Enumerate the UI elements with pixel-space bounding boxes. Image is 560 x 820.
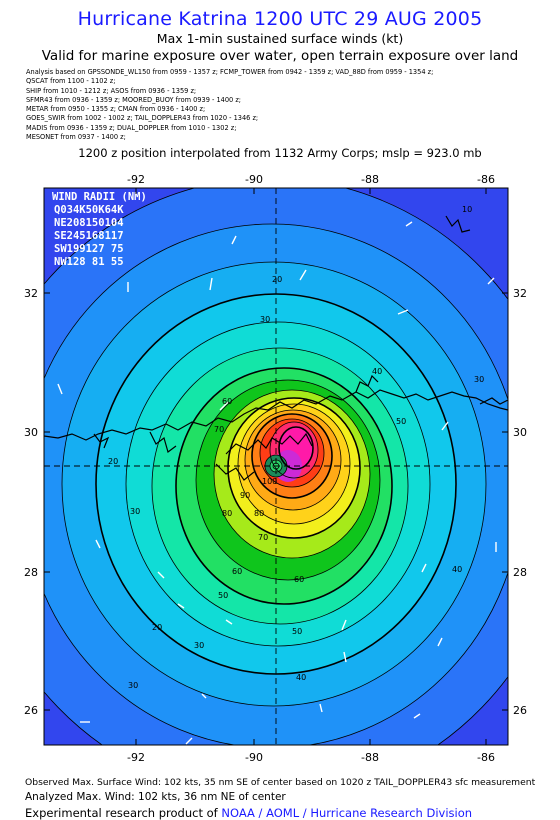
contour-label: 60 [232,567,242,576]
analysis-line: QSCAT from 1100 - 1102 z; [26,77,116,86]
longitude-labels-bottom: -92 -90 -88 -86 [127,751,495,764]
latitude-label: 32 [513,287,527,300]
contour-label: 20 [272,275,282,284]
latitude-label: 32 [24,287,38,300]
longitude-label: -90 [245,173,263,186]
contour-label: 50 [218,591,228,600]
analysis-line: SFMR43 from 0936 - 1359 z; MOORED_BUOY f… [26,95,242,104]
wind-field-map: 10 20 30 40 50 60 70 80 90 100 30 20 30 … [0,168,560,770]
wind-radii-title: WIND RADII (NM) [52,191,147,203]
contour-lines [44,188,508,745]
latitude-label: 30 [513,426,527,439]
wind-radii-row: SE245168117 [54,230,124,242]
wind-barbs [57,221,497,745]
wind-contour-field: 10 20 30 40 50 60 70 80 90 100 30 20 30 … [44,188,508,745]
longitude-label: -86 [477,173,495,186]
contour-label: 30 [194,641,204,650]
map-frame [43,187,509,746]
contour-label: 80 [222,509,232,518]
wind-radii-row: SW199127 75 [54,243,124,255]
analysis-line: MESONET from 0937 - 1400 z; [26,133,126,142]
credit-text: Experimental research product of [25,806,222,820]
contour-label: 80 [254,509,264,518]
latitude-labels-right: 32 30 28 26 [513,287,527,717]
contour-label: 40 [372,367,382,376]
analysis-line: GOES_SWIR from 1002 - 1002 z; TAIL_DOPPL… [26,114,259,123]
contour-label: 60 [294,575,304,584]
longitude-labels-top: -92 -90 -88 -86 [127,173,495,186]
storm-position-note: 1200 z position interpolated from 1132 A… [78,146,482,160]
longitude-label: -88 [361,751,379,764]
contour-label: 70 [214,425,224,434]
page-subtitle: Max 1-min sustained surface winds (kt) [156,31,404,46]
contour-label: 90 [240,491,250,500]
longitude-label: -90 [245,751,263,764]
map-svg: 10 20 30 40 50 60 70 80 90 100 30 20 30 … [24,173,527,764]
analysis-line: Analysis based on GPSSONDE_WL150 from 09… [26,68,434,76]
contour-label: 30 [130,507,140,516]
analysis-line: METAR from 0950 - 1355 z; CMAN from 0936… [26,105,206,114]
latitude-label: 26 [24,704,38,717]
contour-label: 30 [474,375,484,384]
longitude-label: -92 [127,751,145,764]
validity-note: Valid for marine exposure over water, op… [41,48,519,64]
hrd-link[interactable]: NOAA / AOML / Hurricane Research Divisio… [221,806,473,820]
contour-label: 10 [462,205,472,214]
wind-radii-row: NW128 81 55 [54,256,124,268]
axis-ticks [44,188,508,745]
contour-label: 20 [152,623,162,632]
longitude-label: -86 [477,751,495,764]
contour-label: 30 [128,681,138,690]
contour-label: 30 [260,315,270,324]
analysis-line: MADIS from 0936 - 1359 z; DUAL_DOPPLER f… [26,123,237,132]
latitude-label: 30 [24,426,38,439]
longitude-label: -88 [361,173,379,186]
credit-line: Experimental research product of NOAA / … [25,806,472,820]
contour-labels: 10 20 30 40 50 60 70 80 90 100 30 20 30 … [108,205,484,690]
contour-label: 60 [222,397,232,406]
analysis-line: SHIP from 1010 - 1212 z; ASOS from 0936 … [26,86,197,95]
wind-radii-table: WIND RADII (NM) Q034K50K64K NE208150104 … [52,191,147,268]
wind-radii-row: NE208150104 [54,217,124,229]
longitude-label: -92 [127,173,145,186]
page-title: Hurricane Katrina 1200 UTC 29 AUG 2005 [77,8,483,30]
latitude-labels-left: 32 30 28 26 [24,287,38,717]
center-crosshair [44,188,508,745]
coastline [44,215,508,481]
latitude-label: 26 [513,704,527,717]
contour-label: 100 [262,477,277,486]
contour-label: 40 [296,673,306,682]
contour-label: 20 [108,457,118,466]
contour-label: 50 [396,417,406,426]
contour-label: 50 [292,627,302,636]
latitude-label: 28 [24,566,38,579]
latitude-label: 28 [513,566,527,579]
contour-label: 40 [452,565,462,574]
analyzed-max-wind: Analyzed Max. Wind: 102 kts, 36 nm NE of… [25,791,286,803]
contour-label: 70 [258,533,268,542]
observed-max-wind: Observed Max. Surface Wind: 102 kts, 35 … [25,777,536,788]
analysis-sources: Analysis based on GPSSONDE_WL150 from 09… [26,68,556,142]
wind-radii-header: Q034K50K64K [54,204,124,216]
